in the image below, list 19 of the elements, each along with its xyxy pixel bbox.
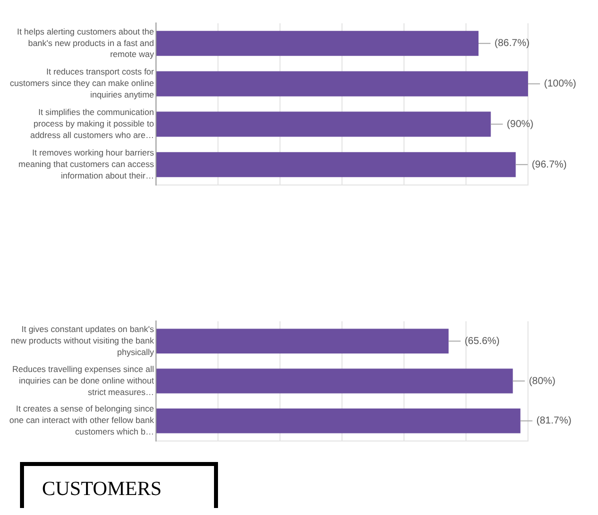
y-tick-label: Reduces travelling expenses since all inquiries can be done online without strict measures… (12, 364, 155, 397)
data-label: (81.7%) (536, 416, 572, 427)
bar (156, 71, 528, 96)
y-tick-label: It reduces transport costs for customers since they can make online inquiries anytime (10, 66, 154, 100)
data-label: (96.7%) (532, 159, 567, 170)
bar (156, 152, 516, 178)
y-tick-label: It helps alerting customers about the bank's new products in a fast and remote way (16, 26, 155, 60)
y-tick-label: It gives constant updates on bank's new products without visiting the bank physically (10, 324, 155, 357)
data-label: (90%) (506, 118, 534, 130)
text: CUSTOMERS (20, 462, 218, 508)
y-tick-label: It simplifies the communication process by making it possible to address all customers who are… (30, 107, 154, 140)
bar (156, 30, 479, 56)
bar (156, 112, 491, 137)
y-tick-label: It removes working hour barriers meaning that customers can access information about their… (18, 147, 154, 180)
data-label: (65.6%) (464, 336, 500, 347)
data-label: (100%) (544, 78, 576, 90)
y-tick-label: It creates a sense of belonging since one can interact with other fellow bank customers which b… (9, 404, 155, 437)
data-label: (86.7%) (494, 38, 530, 50)
data-label: (80%) (528, 376, 556, 387)
